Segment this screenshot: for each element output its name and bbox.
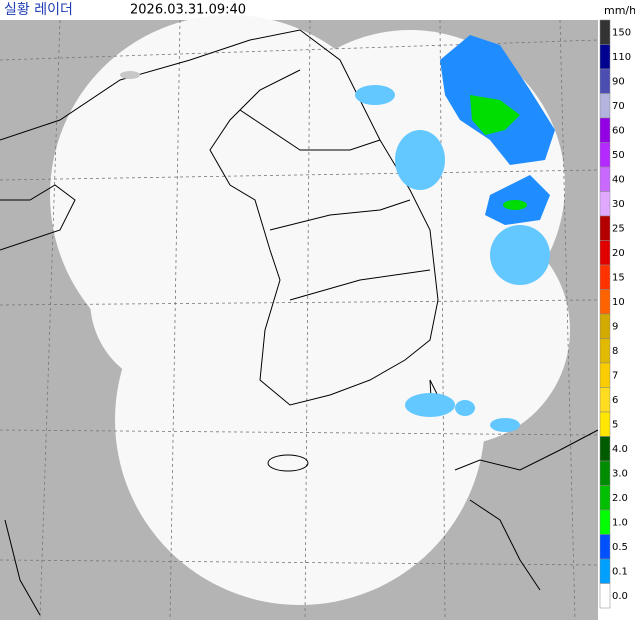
map — [0, 15, 599, 621]
legend-swatch — [599, 485, 611, 511]
legend-swatch — [599, 289, 611, 315]
legend-swatch — [599, 191, 611, 217]
legend-label: 0.0 — [612, 591, 628, 602]
legend: 150 110 90 70 60 50 40 30 25 20 15 10 9 8 7 6 5 4.0 3.0 2.0… — [599, 19, 631, 609]
legend-label: 8 — [612, 346, 618, 357]
legend-label: 70 — [612, 101, 625, 112]
legend-label: 6 — [612, 395, 618, 406]
legend-label: 0.5 — [612, 542, 628, 553]
grid — [0, 19, 599, 621]
legend-swatch — [599, 558, 611, 584]
legend-swatch — [599, 44, 611, 70]
legend-label: 9 — [612, 321, 618, 332]
legend-label: 60 — [612, 125, 625, 136]
title: 실황 레이더 — [4, 2, 73, 18]
legend-label: 4.0 — [612, 444, 628, 455]
legend-swatch — [599, 338, 611, 364]
unit: mm/h — [604, 4, 635, 17]
legend-label: 110 — [612, 52, 631, 63]
legend-swatch — [599, 460, 611, 486]
legend-swatch — [599, 411, 611, 437]
coastlines — [0, 29, 599, 616]
legend-swatch — [599, 117, 611, 143]
legend-label: 1.0 — [612, 517, 628, 528]
legend-label: 90 — [612, 76, 625, 87]
legend-swatch — [599, 19, 611, 45]
legend-label: 5 — [612, 419, 618, 430]
legend-label: 30 — [612, 199, 625, 210]
legend-swatch — [599, 166, 611, 192]
echoes — [120, 35, 555, 432]
legend-label: 40 — [612, 174, 625, 185]
legend-swatch — [599, 240, 611, 266]
legend-swatch — [599, 68, 611, 94]
legend-swatch — [599, 313, 611, 339]
legend-swatch — [599, 215, 611, 241]
legend-label: 2.0 — [612, 493, 628, 504]
legend-swatch — [599, 264, 611, 290]
legend-label: 10 — [612, 297, 625, 308]
legend-label: 0.1 — [612, 566, 628, 577]
legend-label: 25 — [612, 223, 625, 234]
legend-swatch — [599, 93, 611, 119]
legend-swatch — [599, 534, 611, 560]
legend-swatch — [599, 387, 611, 413]
legend-swatch — [599, 142, 611, 168]
legend-label: 50 — [612, 150, 625, 161]
timestamp: 2026.03.31.09:40 — [130, 3, 246, 18]
legend-swatch — [599, 362, 611, 388]
legend-swatch — [599, 583, 611, 609]
legend-label: 150 — [612, 27, 631, 38]
legend-label: 3.0 — [612, 468, 628, 479]
legend-label: 7 — [612, 370, 618, 381]
legend-label: 15 — [612, 272, 625, 283]
legend-swatch — [599, 436, 611, 462]
legend-swatch — [599, 509, 611, 535]
legend-label: 20 — [612, 248, 625, 259]
